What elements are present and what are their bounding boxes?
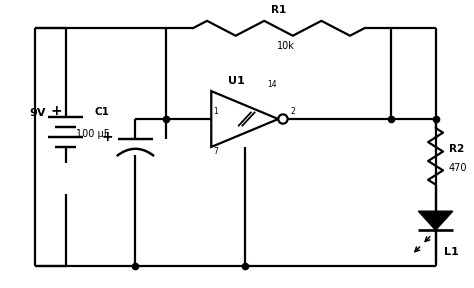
Text: R2: R2: [448, 144, 464, 154]
Text: 2: 2: [291, 107, 295, 116]
Text: L1: L1: [444, 247, 459, 257]
Text: 10k: 10k: [276, 41, 294, 51]
Text: U1: U1: [228, 75, 245, 86]
Text: 14: 14: [267, 80, 276, 89]
Text: R1: R1: [271, 5, 286, 15]
Text: 7: 7: [213, 147, 218, 156]
Text: C1: C1: [95, 107, 110, 117]
Polygon shape: [419, 211, 453, 230]
Text: 470: 470: [448, 163, 467, 173]
Text: 9V: 9V: [29, 109, 46, 118]
Text: +: +: [50, 104, 62, 118]
Text: 1: 1: [213, 107, 218, 116]
Text: 100 μF: 100 μF: [76, 129, 110, 139]
Text: +: +: [101, 130, 113, 144]
